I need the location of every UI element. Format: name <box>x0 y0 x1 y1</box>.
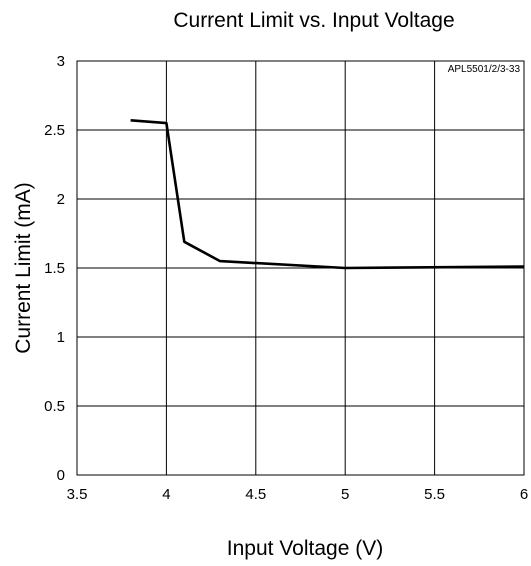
y-tick-label: 1.5 <box>44 260 65 277</box>
series-layer <box>130 119 525 270</box>
x-tick-label: 4.5 <box>245 486 266 503</box>
y-tick-label: 3 <box>57 53 65 70</box>
x-tick-label: 3.5 <box>67 486 88 503</box>
series-line-0 <box>130 119 525 270</box>
x-tick-label: 6 <box>520 486 528 503</box>
x-tick-label: 5 <box>341 486 349 503</box>
x-axis-label: Input Voltage (V) <box>227 537 383 560</box>
y-tick-label: 0.5 <box>44 398 65 415</box>
y-tick-label: 0 <box>57 467 65 484</box>
y-tick-label: 2 <box>57 191 65 208</box>
x-tick-label: 5.5 <box>424 486 445 503</box>
chart-title: Current Limit vs. Input Voltage <box>173 9 454 32</box>
x-tick-labels: 3.5 4 4.5 5 5.5 6 <box>67 486 529 503</box>
chart-annotation: APL5501/2/3-33 <box>448 64 521 75</box>
plot-frame <box>76 60 525 476</box>
y-tick-labels: 0 0.5 1 1.5 2 2.5 3 <box>44 53 65 484</box>
y-tick-label: 1 <box>57 329 65 346</box>
y-tick-label: 2.5 <box>44 122 65 139</box>
x-tick-label: 4 <box>162 486 170 503</box>
y-axis-label: Current Limit (mA) <box>12 182 35 354</box>
